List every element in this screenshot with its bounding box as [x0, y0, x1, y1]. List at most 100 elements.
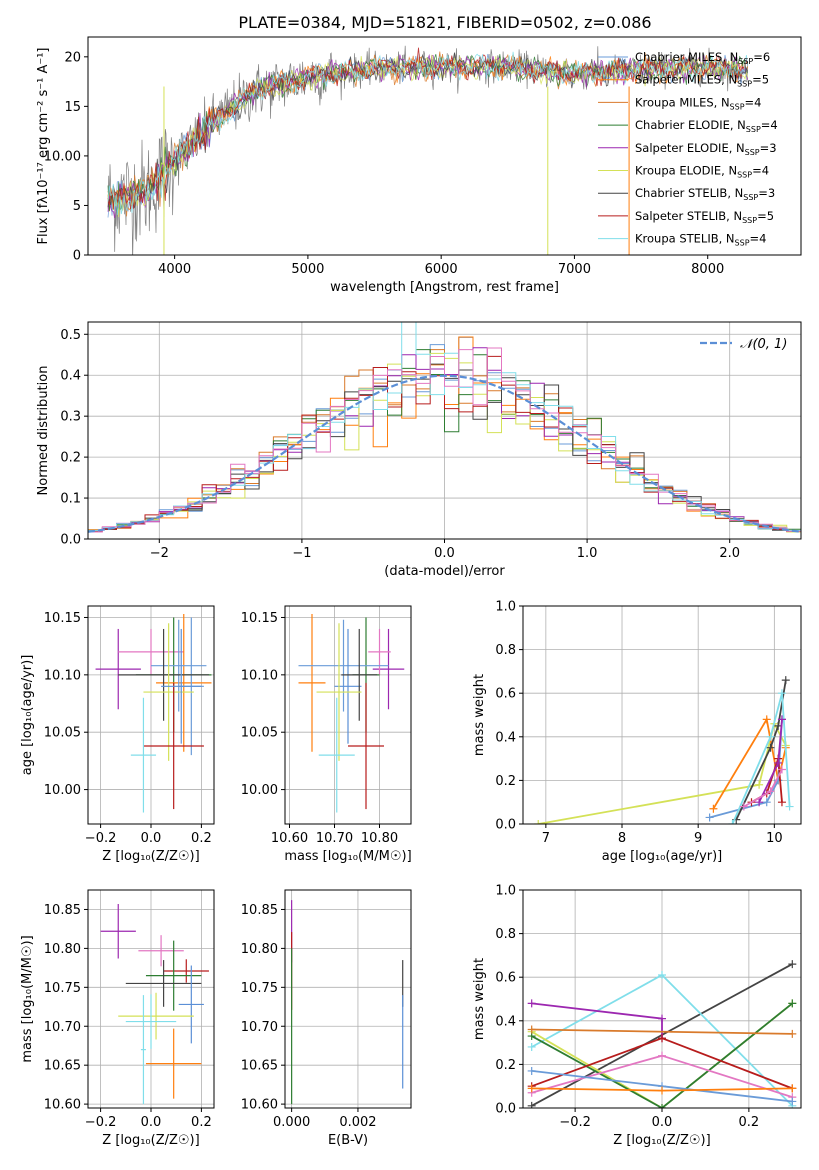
x-axis-label: mass [log₁₀(M/M☉)] [284, 849, 411, 864]
y-axis-label: mass [log₁₀(M/M☉)] [20, 935, 35, 1062]
panel-age-vs-Z: −0.2 0.0 0.2 10.00 10.05 10.10 10.15 Z [log₁₀(Z… [20, 605, 215, 864]
x-tick-label: −0.2 [559, 1115, 591, 1130]
legend-suffix: =6 [753, 50, 770, 64]
panel-weight-vs-age: 7 8 9 10 0.0 0.2 0.4 0.6 0.8 1.0 age [log₁₀(age/yr… [472, 600, 802, 864]
y-tick-label: 0.4 [495, 1014, 516, 1029]
plot-area-age-vs-Z [95, 614, 212, 813]
x-axis-label: Z [log₁₀(Z/Z☉)] [102, 849, 199, 864]
y-tick-label: 10.15 [241, 611, 278, 626]
panel-mass-vs-Z: −0.2 0.0 0.2 10.60 10.65 10.70 10.75 10.80 10.85… [20, 889, 215, 1148]
y-tick-label: 0.2 [495, 774, 516, 789]
y-tick-label: 0.8 [495, 643, 516, 658]
y-tick-label: 0.2 [60, 451, 81, 466]
y-tick-label: 0.6 [495, 687, 516, 702]
y-tick-label: 0 [73, 249, 81, 264]
panel-weight-vs-Z: −0.2 0.0 0.2 0.0 0.2 0.4 0.6 0.8 1.0 Z [log₁₀(Z/Z… [472, 884, 802, 1148]
weight-marker [739, 802, 748, 811]
weight-marker [755, 780, 764, 789]
x-tick-label: 10 [766, 831, 783, 846]
y-tick-label: 10.70 [44, 1020, 81, 1035]
legend-suffix: =4 [752, 164, 769, 178]
weight-marker [777, 798, 786, 807]
weight-marker [534, 820, 543, 824]
x-axis-label: (data-model)/error [384, 564, 505, 579]
weight-marker [658, 1014, 666, 1023]
y-tick-label: 10.05 [44, 726, 81, 741]
legend-label: Salpeter STELIB, NSSP=5 [635, 209, 774, 225]
x-tick-label: 0.0 [434, 546, 455, 561]
legend-subscript: SSP [737, 171, 752, 180]
y-tick-label: 15 [64, 100, 81, 115]
y-tick-label: 10.65 [44, 1059, 81, 1074]
y-tick-label: 10.00 [44, 783, 81, 798]
x-tick-label: 8 [618, 831, 626, 846]
legend-label: Kroupa STELIB, NSSP=4 [635, 232, 766, 248]
y-tick-label: 5 [73, 199, 81, 214]
legend-label: 𝒩(0, 1) [740, 337, 787, 352]
x-tick-label: 0.2 [191, 1115, 212, 1130]
x-tick-label: 4000 [158, 262, 191, 277]
weight-marker [527, 1025, 536, 1034]
y-axis-label: mass weight [472, 958, 487, 1040]
y-tick-label: 0.4 [495, 730, 516, 745]
legend-label: Salpeter MILES, NSSP=5 [635, 73, 769, 89]
legend: 𝒩(0, 1) [700, 337, 787, 352]
model-spectrum [107, 54, 749, 218]
x-tick-label: 1.0 [577, 546, 598, 561]
y-axis-label: mass weight [472, 674, 487, 756]
y-axis-label: age [log₁₀(age/yr)] [20, 655, 35, 776]
weight-marker [658, 1104, 666, 1108]
plot-area-age-vs-mass [298, 614, 405, 813]
x-tick-label: −1 [292, 546, 311, 561]
x-tick-label: 10.80 [361, 831, 398, 846]
x-tick-label: 7 [542, 831, 550, 846]
y-tick-label: 10.75 [241, 981, 278, 996]
legend-subscript: SSP [745, 148, 760, 157]
y-tick-label: 10.60 [44, 1098, 81, 1113]
weight-line [531, 1028, 793, 1035]
legend-suffix: =3 [760, 141, 777, 155]
x-tick-label: 5000 [291, 262, 324, 277]
x-tick-label: 6000 [425, 262, 458, 277]
figure-title: PLATE=0384, MJD=51821, FIBERID=0502, z=0… [238, 13, 651, 32]
y-tick-label: 1.0 [495, 884, 516, 899]
weight-marker [788, 999, 797, 1008]
weight-marker [658, 1051, 666, 1060]
plot-area-weight-vs-Z [527, 960, 797, 1108]
plot-area-weight-vs-age [534, 676, 794, 824]
legend-subscript: SSP [742, 216, 757, 225]
weight-marker [788, 1084, 797, 1093]
y-tick-label: 10.15 [44, 611, 81, 626]
weight-marker [774, 758, 783, 767]
x-axis-label: Z [log₁₀(Z/Z☉)] [102, 1133, 199, 1148]
y-tick-label: 10.75 [44, 981, 81, 996]
x-tick-label: 10.70 [316, 831, 353, 846]
weight-marker [785, 802, 794, 811]
y-tick-label: 10.60 [241, 1098, 278, 1113]
panel-residuals: −2 −1 0.0 1.0 2.0 0.0 0.1 0.2 0.3 0.4 0.5 (data-mod… [36, 321, 802, 579]
weight-marker [527, 1084, 536, 1093]
y-tick-label: 10.10 [241, 668, 278, 683]
legend-suffix: =3 [758, 186, 775, 200]
weight-marker [527, 1042, 536, 1051]
legend-subscript: SSP [730, 102, 745, 111]
weight-marker [527, 1101, 536, 1108]
x-tick-label: −0.2 [85, 831, 117, 846]
panel-age-vs-mass: 10.60 10.70 10.80 10.00 10.05 10.10 10.15 mass … [241, 605, 412, 864]
axes-frame [87, 889, 215, 1109]
x-tick-label: 10.60 [271, 831, 308, 846]
axes-frame [522, 605, 802, 825]
weight-marker [788, 1097, 797, 1106]
model-spectrum [107, 52, 749, 209]
legend-subscript: SSP [738, 57, 753, 66]
axes-frame [284, 889, 412, 1109]
axes-frame [87, 605, 215, 825]
y-tick-label: 10.85 [241, 903, 278, 918]
y-tick-label: 10.05 [241, 726, 278, 741]
y-axis-label: Flux [fλ10⁻¹⁷ erg cm⁻² s⁻¹ A⁻¹] [36, 48, 51, 245]
y-tick-label: 20 [64, 50, 81, 65]
y-tick-label: 0.0 [60, 533, 81, 548]
weight-marker [527, 999, 536, 1008]
y-tick-label: 0.1 [60, 492, 81, 507]
x-tick-label: −0.2 [85, 1115, 117, 1130]
